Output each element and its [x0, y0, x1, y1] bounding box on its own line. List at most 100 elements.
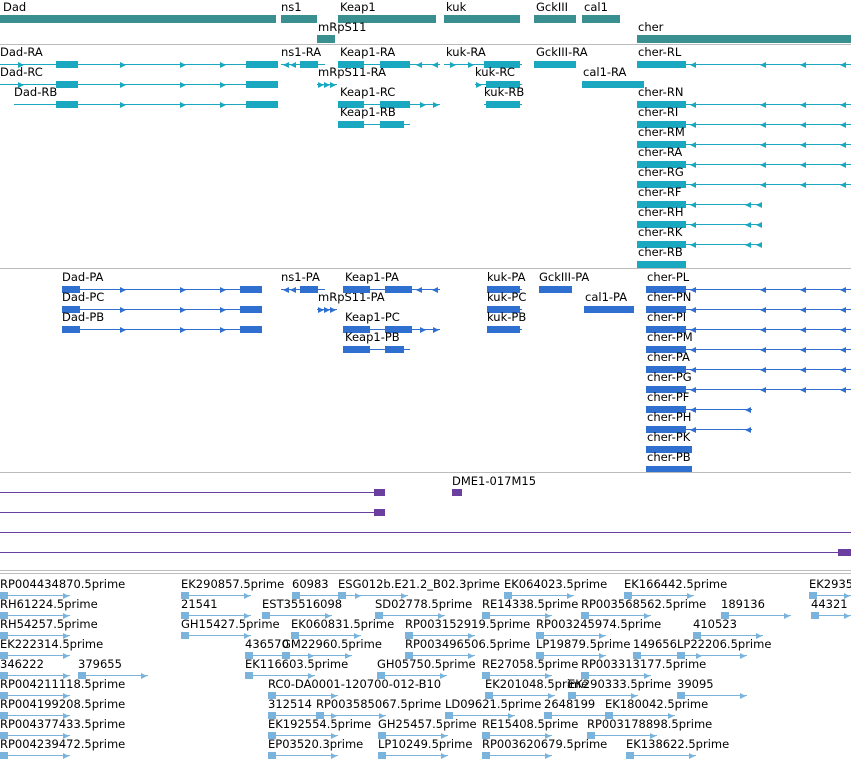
strand-arrow — [687, 593, 693, 599]
transcript-label: kuk-PC — [487, 290, 527, 304]
strand-arrow — [644, 613, 650, 619]
intron-line — [78, 675, 148, 676]
intron-line — [646, 349, 851, 350]
strand-arrow — [441, 753, 447, 759]
genes-track: Dad ns1 Keap1 kuk GckIII cal1 mRpS11 cher — [0, 0, 851, 44]
transcript-label: cher-PM — [647, 330, 693, 344]
transcript-label: kuk-RA — [446, 45, 486, 59]
gene-feature[interactable] — [317, 35, 335, 43]
intron-line — [624, 595, 694, 596]
strand-arrow — [120, 82, 126, 88]
intron-line — [181, 595, 251, 596]
strand-arrow — [800, 122, 806, 128]
strand-arrow — [840, 387, 846, 393]
est-label: RP003152919.5prime — [405, 617, 531, 631]
exon — [385, 346, 404, 353]
strand-arrow — [800, 62, 806, 68]
intron-line — [646, 389, 851, 390]
intron-line — [375, 615, 445, 616]
strand-arrow — [324, 307, 330, 313]
est-label: EP03520.3prime — [268, 737, 364, 751]
strand-arrow — [756, 242, 762, 248]
strand-arrow — [545, 753, 551, 759]
intron-line — [62, 309, 262, 310]
strand-arrow — [800, 102, 806, 108]
strand-arrow — [631, 693, 637, 699]
strand-arrow — [689, 753, 695, 759]
exon — [646, 466, 692, 472]
intron-line — [809, 595, 851, 596]
exon — [0, 692, 8, 699]
transcript-label: cher-RB — [638, 245, 683, 259]
strand-arrow — [220, 307, 226, 313]
transcript-label: Dad-RB — [14, 85, 58, 99]
intron-line — [291, 635, 361, 636]
gene-feature[interactable] — [338, 15, 436, 23]
exon — [633, 652, 641, 659]
transcript-label: cher-RK — [638, 225, 683, 239]
strand-arrow — [690, 407, 696, 413]
exon — [484, 61, 520, 68]
strand-arrow — [180, 327, 186, 333]
exon — [62, 286, 80, 293]
strand-arrow — [844, 613, 850, 619]
intron-line — [637, 184, 851, 185]
gene-label: mRpS11 — [318, 20, 367, 34]
intron-line — [721, 615, 791, 616]
gene-feature[interactable] — [0, 15, 276, 23]
gene-feature[interactable] — [281, 15, 317, 23]
est-label: EK138622.5prime — [626, 737, 730, 751]
exon — [0, 752, 8, 759]
strand-arrow — [800, 367, 806, 373]
strand-arrow — [690, 202, 696, 208]
transcript-label: kuk-PB — [487, 310, 527, 324]
strand-arrow — [120, 62, 126, 68]
strand-arrow — [324, 82, 330, 88]
intron-line — [268, 735, 338, 736]
exon — [246, 101, 278, 108]
intron-line — [0, 492, 385, 493]
exon — [637, 261, 686, 268]
strand-arrow — [760, 347, 766, 353]
exon — [405, 632, 413, 639]
intron-line — [378, 735, 448, 736]
strand-arrow — [120, 287, 126, 293]
strand-arrow — [63, 653, 69, 659]
exon — [584, 306, 634, 313]
strand-arrow — [290, 62, 296, 68]
intron-line — [637, 144, 851, 145]
intron-line — [316, 715, 386, 716]
exon — [568, 692, 576, 699]
gene-label: cal1 — [584, 0, 608, 14]
strand-arrow — [120, 102, 126, 108]
exon — [181, 612, 189, 619]
strand-arrow — [220, 327, 226, 333]
strand-arrow — [331, 713, 337, 719]
exon — [637, 121, 686, 128]
exon — [374, 489, 385, 496]
exon — [536, 632, 544, 639]
strand-arrow — [650, 733, 656, 739]
exon — [646, 346, 686, 353]
intron-line — [482, 755, 552, 756]
exon — [380, 121, 404, 128]
intron-line — [482, 675, 552, 676]
transcript-label: Keap1-PA — [345, 270, 399, 284]
gene-feature[interactable] — [637, 35, 851, 43]
exon — [246, 61, 278, 68]
exon — [637, 221, 686, 228]
strand-arrow — [545, 673, 551, 679]
strand-arrow — [690, 327, 696, 333]
transcript-label: cher-PL — [647, 270, 690, 284]
gene-feature[interactable] — [444, 15, 520, 23]
gene-feature[interactable] — [582, 15, 620, 23]
gene-feature[interactable] — [534, 15, 576, 23]
est-label: RE14338.5prime — [482, 597, 579, 611]
strand-arrow — [840, 122, 846, 128]
exon — [605, 712, 613, 719]
transcript-label: mRpS11-PA — [318, 290, 385, 304]
strand-arrow — [760, 122, 766, 128]
est-label: RP003313177.5prime — [581, 657, 707, 671]
transcript-label: cher-PA — [647, 350, 690, 364]
strand-arrow — [690, 427, 696, 433]
